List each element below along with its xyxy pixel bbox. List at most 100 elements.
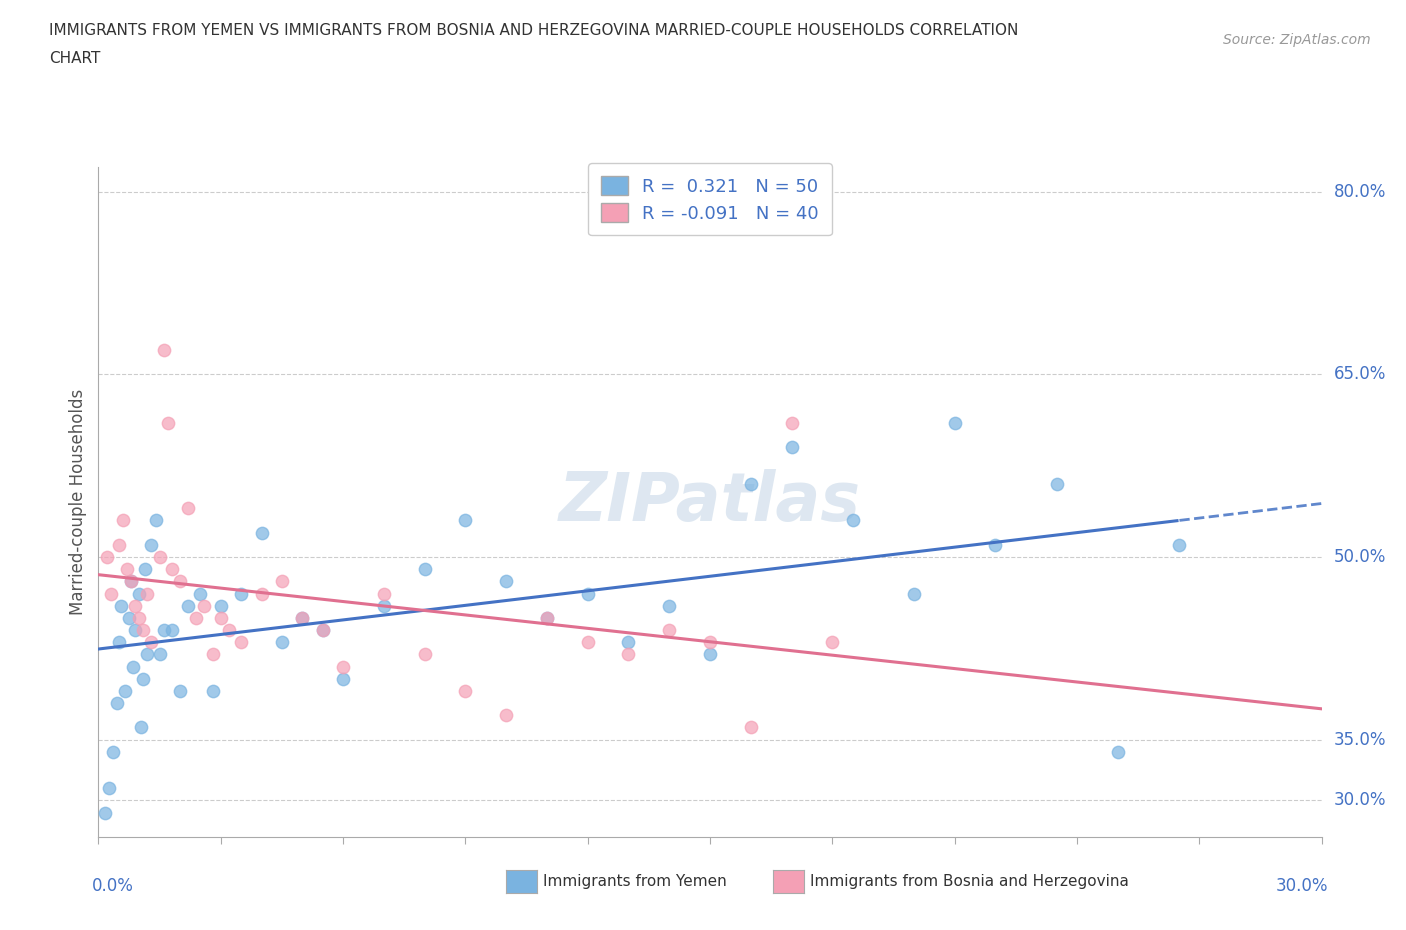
- Point: [332, 659, 354, 674]
- Point: [209, 598, 232, 613]
- Text: Immigrants from Bosnia and Herzegovina: Immigrants from Bosnia and Herzegovina: [810, 874, 1129, 889]
- Point: [149, 647, 172, 662]
- Point: [118, 610, 141, 625]
- Point: [740, 720, 762, 735]
- Point: [780, 416, 803, 431]
- Point: [231, 635, 253, 650]
- Point: [270, 635, 294, 650]
- Point: [250, 586, 273, 601]
- Point: [108, 538, 131, 552]
- Point: [495, 574, 517, 589]
- Point: [373, 586, 395, 601]
- Point: [201, 647, 224, 662]
- Point: [1167, 538, 1189, 552]
- Point: [576, 586, 599, 601]
- Point: [536, 610, 558, 625]
- Point: [617, 635, 640, 650]
- Point: [291, 610, 314, 625]
- Point: [122, 659, 145, 674]
- Point: [108, 635, 131, 650]
- Point: [218, 622, 240, 637]
- Point: [209, 610, 232, 625]
- Point: [101, 744, 124, 759]
- Point: [134, 562, 156, 577]
- Point: [114, 684, 136, 698]
- Text: 80.0%: 80.0%: [1334, 183, 1386, 201]
- Text: 50.0%: 50.0%: [1334, 548, 1386, 566]
- Point: [270, 574, 294, 589]
- Point: [1045, 476, 1069, 491]
- Point: [120, 574, 142, 589]
- Point: [177, 598, 200, 613]
- Point: [149, 550, 172, 565]
- Point: [454, 513, 477, 528]
- Point: [821, 635, 844, 650]
- Point: [132, 671, 155, 686]
- Point: [1107, 744, 1129, 759]
- Point: [413, 647, 436, 662]
- Point: [132, 622, 155, 637]
- Point: [160, 562, 183, 577]
- Point: [105, 696, 128, 711]
- Point: [250, 525, 273, 540]
- Point: [169, 574, 191, 589]
- Point: [152, 342, 174, 357]
- Text: Immigrants from Yemen: Immigrants from Yemen: [543, 874, 727, 889]
- Point: [110, 598, 132, 613]
- Point: [188, 586, 212, 601]
- Point: [740, 476, 762, 491]
- Point: [93, 805, 115, 820]
- Point: [128, 586, 150, 601]
- Point: [699, 647, 721, 662]
- Y-axis label: Married-couple Households: Married-couple Households: [69, 389, 87, 616]
- Point: [413, 562, 436, 577]
- Point: [186, 610, 208, 625]
- Point: [100, 586, 122, 601]
- Text: 30.0%: 30.0%: [1334, 791, 1386, 809]
- Point: [193, 598, 215, 613]
- Point: [780, 440, 803, 455]
- Point: [177, 501, 200, 516]
- Point: [124, 598, 146, 613]
- Point: [984, 538, 1007, 552]
- Point: [169, 684, 191, 698]
- Point: [129, 720, 152, 735]
- Point: [658, 622, 681, 637]
- Text: 0.0%: 0.0%: [93, 877, 134, 896]
- Text: CHART: CHART: [49, 51, 101, 66]
- Point: [160, 622, 183, 637]
- Point: [152, 622, 174, 637]
- Point: [699, 635, 721, 650]
- Point: [201, 684, 224, 698]
- Point: [576, 635, 599, 650]
- Point: [903, 586, 925, 601]
- Legend: R =  0.321   N = 50, R = -0.091   N = 40: R = 0.321 N = 50, R = -0.091 N = 40: [588, 163, 832, 235]
- Point: [332, 671, 354, 686]
- Point: [156, 416, 179, 431]
- Point: [141, 635, 163, 650]
- Point: [312, 622, 335, 637]
- Point: [454, 684, 477, 698]
- Text: ZIPatlas: ZIPatlas: [560, 470, 860, 535]
- Point: [136, 647, 159, 662]
- Point: [373, 598, 395, 613]
- Text: 30.0%: 30.0%: [1275, 877, 1327, 896]
- Point: [943, 416, 966, 431]
- Text: Source: ZipAtlas.com: Source: ZipAtlas.com: [1223, 33, 1371, 46]
- Point: [536, 610, 558, 625]
- Point: [97, 781, 120, 796]
- Point: [115, 562, 138, 577]
- Text: 65.0%: 65.0%: [1334, 365, 1386, 383]
- Point: [312, 622, 335, 637]
- Point: [617, 647, 640, 662]
- Text: 35.0%: 35.0%: [1334, 731, 1386, 749]
- Point: [124, 622, 146, 637]
- Text: IMMIGRANTS FROM YEMEN VS IMMIGRANTS FROM BOSNIA AND HERZEGOVINA MARRIED-COUPLE H: IMMIGRANTS FROM YEMEN VS IMMIGRANTS FROM…: [49, 23, 1018, 38]
- Point: [120, 574, 142, 589]
- Point: [141, 538, 163, 552]
- Point: [145, 513, 167, 528]
- Point: [495, 708, 517, 723]
- Point: [96, 550, 118, 565]
- Point: [841, 513, 863, 528]
- Point: [658, 598, 681, 613]
